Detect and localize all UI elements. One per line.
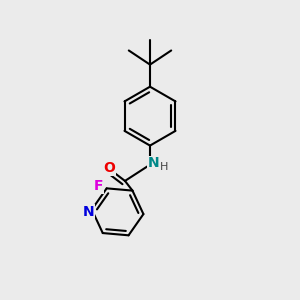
Text: O: O — [103, 161, 115, 175]
Text: H: H — [160, 162, 168, 172]
Text: N: N — [82, 205, 94, 219]
Text: F: F — [94, 179, 103, 193]
Text: N: N — [148, 156, 159, 170]
